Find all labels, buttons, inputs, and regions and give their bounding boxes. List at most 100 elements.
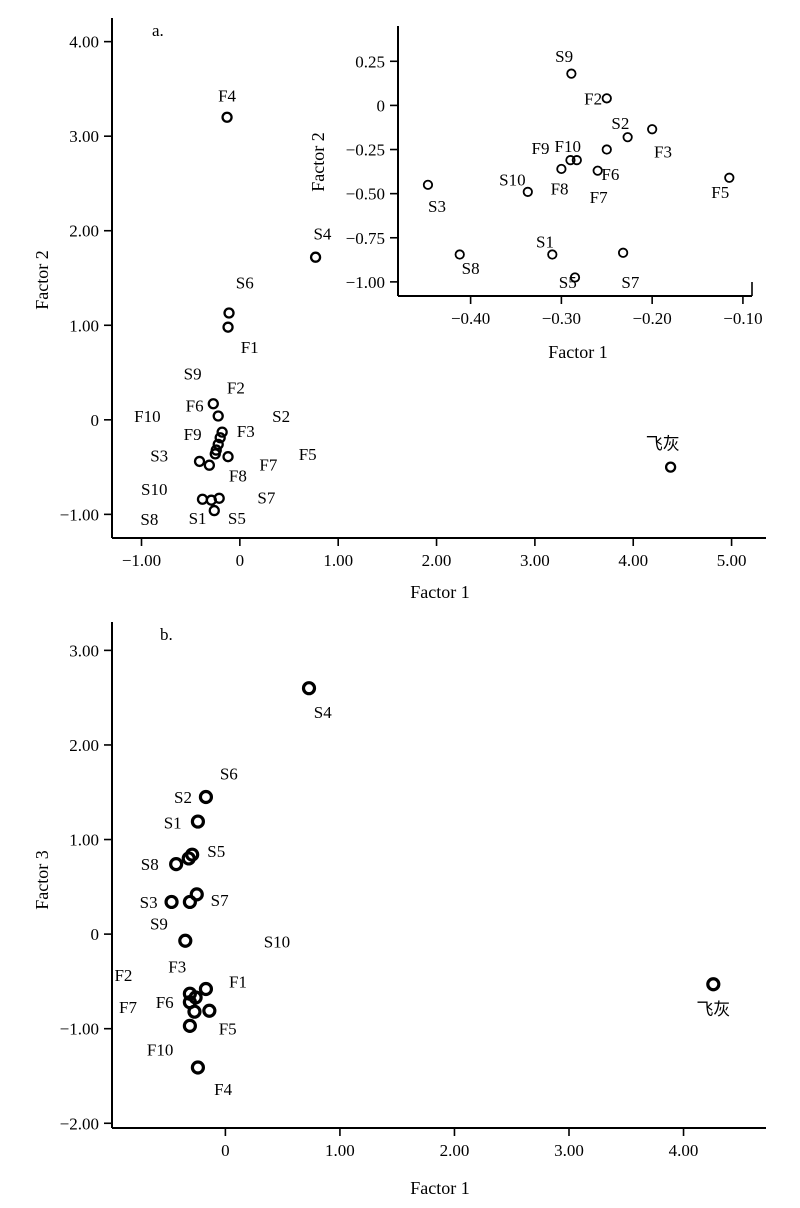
y-tick-label: 2.00 (69, 222, 99, 241)
point-label: S5 (207, 842, 225, 861)
point-label: S4 (313, 225, 331, 244)
point-label: S8 (141, 855, 159, 874)
point-label: F10 (134, 407, 160, 426)
x-tick-label: −0.30 (542, 309, 581, 328)
data-point (601, 144, 612, 155)
x-tick-label: 0 (236, 551, 245, 570)
point-label: S4 (314, 703, 332, 722)
point-label: F3 (237, 422, 255, 441)
data-point (182, 894, 197, 910)
plot-a-inset: 0.25 0 −0.25 −0.50 −0.75 −1.00 −0.40 −0.30 −0.20… (308, 26, 763, 362)
y-tick-label: 3.00 (69, 127, 99, 146)
data-point (193, 455, 206, 468)
x-tick-label: 2.00 (422, 551, 452, 570)
point-label: S3 (140, 893, 158, 912)
data-point (592, 165, 603, 176)
point-label: F5 (219, 1020, 237, 1039)
data-point (196, 493, 209, 505)
point-label: S7 (211, 891, 229, 910)
point-label: F3 (654, 142, 672, 161)
y-tick-label: −0.50 (346, 185, 385, 204)
data-point (207, 398, 219, 410)
data-point (190, 1060, 206, 1075)
y-tick-label: 1.00 (69, 316, 99, 335)
data-point (185, 847, 200, 862)
data-point (309, 251, 322, 263)
y-axis-label: Factor 3 (32, 850, 52, 909)
data-point (212, 438, 224, 451)
point-label: S9 (555, 47, 573, 66)
x-tick-label: 4.00 (669, 1141, 699, 1160)
point-label: F1 (229, 972, 247, 991)
point-label: F2 (584, 89, 602, 108)
x-tick-label: 5.00 (717, 551, 747, 570)
x-axis-label: Factor 1 (410, 582, 469, 602)
x-tick-label: −1.00 (122, 551, 161, 570)
y-tick-label: 4.00 (69, 33, 99, 52)
data-point (547, 249, 558, 260)
point-label: S2 (611, 114, 629, 133)
point-label: 飞灰 (696, 1000, 730, 1019)
x-axis-label: Factor 1 (410, 1178, 469, 1198)
data-point (222, 451, 234, 463)
point-label: F7 (590, 188, 608, 207)
y-tick-label: −2.00 (60, 1114, 99, 1133)
x-tick-label: 3.00 (520, 551, 550, 570)
x-tick-label: 3.00 (554, 1141, 584, 1160)
point-label: F4 (218, 87, 236, 106)
point-label: S3 (150, 447, 168, 466)
point-label: S6 (236, 274, 254, 293)
data-point (569, 272, 581, 283)
data-point (565, 155, 576, 166)
point-label: F5 (711, 183, 729, 202)
data-point (647, 124, 658, 135)
data-point (190, 814, 206, 829)
point-label: F2 (114, 966, 132, 985)
point-label: S10 (264, 933, 290, 952)
point-label: S1 (164, 814, 182, 833)
y-tick-label: −0.25 (346, 141, 385, 160)
data-point (182, 1018, 197, 1033)
y-tick-label: 0 (377, 96, 386, 115)
x-tick-label: 4.00 (618, 551, 648, 570)
data-point (664, 461, 677, 473)
point-label: S8 (462, 259, 480, 278)
data-point (169, 857, 184, 872)
panel-label: b. (160, 625, 173, 644)
data-point (601, 93, 612, 104)
x-tick-label: −0.10 (723, 309, 762, 328)
x-axis-label: Factor 1 (548, 342, 607, 362)
data-point (202, 1003, 217, 1018)
y-axis-label: Factor 2 (308, 132, 328, 191)
data-point (198, 789, 214, 805)
point-label: F6 (186, 397, 204, 416)
point-label: F1 (241, 338, 259, 357)
data-point (222, 321, 234, 333)
data-point (212, 410, 224, 422)
data-point (622, 132, 633, 143)
data-point (706, 977, 721, 992)
data-point (209, 448, 221, 460)
panel-label: a. (152, 21, 164, 40)
point-label: S9 (150, 915, 168, 934)
point-label: S10 (141, 480, 167, 499)
y-tick-label: −0.75 (346, 229, 385, 248)
data-point (208, 504, 220, 517)
data-point (301, 681, 317, 696)
y-tick-label: 2.00 (69, 736, 99, 755)
point-label: F5 (299, 445, 317, 464)
data-point (566, 68, 577, 79)
point-label: S1 (536, 232, 554, 251)
y-tick-label: 0 (91, 411, 100, 430)
data-point (187, 1004, 202, 1019)
data-point (571, 155, 582, 166)
y-tick-label: 1.00 (69, 831, 99, 850)
point-label: F2 (227, 379, 245, 398)
point-label: F8 (551, 179, 569, 198)
y-tick-label: 0 (91, 925, 100, 944)
data-point (213, 492, 225, 504)
data-point (454, 249, 465, 260)
point-label: F3 (168, 957, 186, 976)
x-tick-label: 0 (221, 1141, 230, 1160)
data-point (189, 887, 204, 902)
